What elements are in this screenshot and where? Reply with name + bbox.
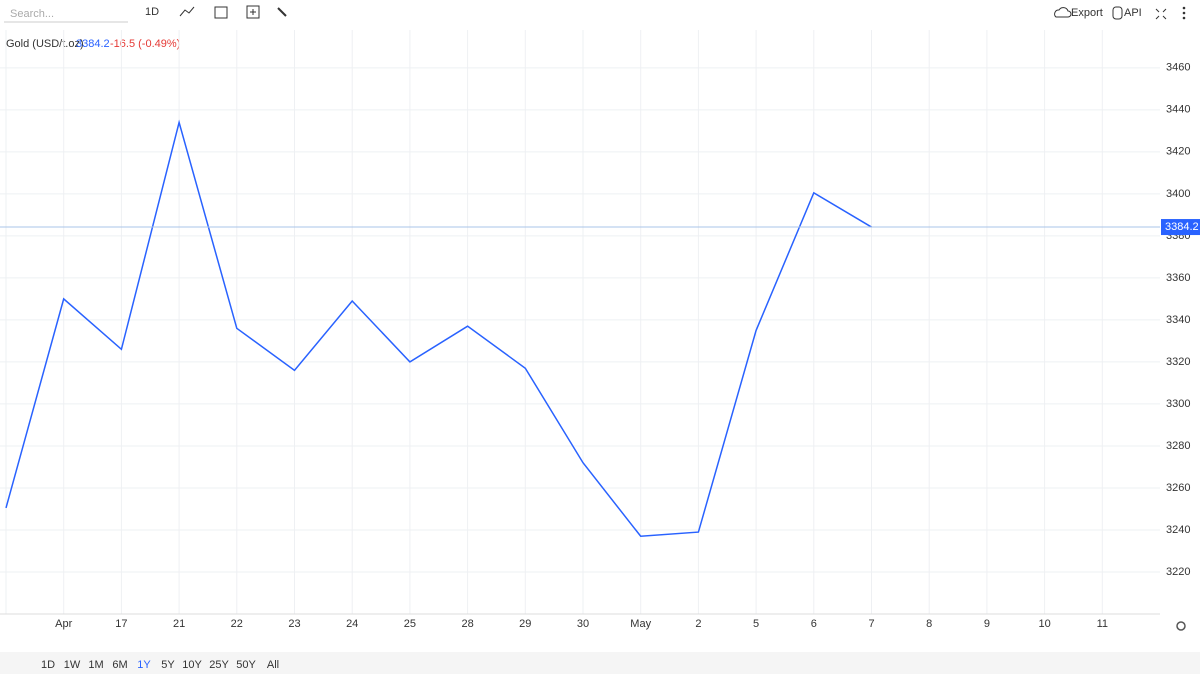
menu-dot[interactable] bbox=[1182, 6, 1186, 10]
fullscreen-icon[interactable] bbox=[1155, 8, 1167, 20]
interval-button[interactable]: 1D bbox=[145, 6, 159, 18]
range-button[interactable]: 6M bbox=[112, 659, 127, 671]
range-button[interactable]: All bbox=[267, 659, 279, 671]
x-tick-label: May bbox=[630, 618, 651, 630]
x-tick-label: 6 bbox=[811, 618, 817, 630]
x-tick-label: 17 bbox=[115, 618, 127, 630]
last-price-box bbox=[1161, 219, 1200, 236]
y-tick-label: 3220 bbox=[1166, 566, 1190, 578]
export-icon[interactable] bbox=[1054, 7, 1072, 18]
chart-settings-icon[interactable] bbox=[1176, 621, 1186, 631]
range-button[interactable]: 25Y bbox=[209, 659, 229, 671]
settings-tool-icon[interactable] bbox=[277, 7, 287, 17]
y-tick-label: 3260 bbox=[1166, 482, 1190, 494]
menu-dot[interactable] bbox=[1182, 16, 1186, 20]
export-button[interactable]: Export bbox=[1071, 7, 1103, 19]
api-icon[interactable] bbox=[1112, 6, 1123, 20]
x-tick-label: 24 bbox=[346, 618, 358, 630]
calendar-icon[interactable] bbox=[214, 6, 228, 19]
y-tick-label: 3240 bbox=[1166, 524, 1190, 536]
y-tick-label: 3420 bbox=[1166, 146, 1190, 158]
api-button[interactable]: API bbox=[1124, 7, 1142, 19]
chart-type-icon[interactable] bbox=[179, 6, 195, 17]
range-button[interactable]: 50Y bbox=[236, 659, 256, 671]
x-tick-label: 22 bbox=[231, 618, 243, 630]
x-tick-label: 9 bbox=[984, 618, 990, 630]
menu-dot[interactable] bbox=[1182, 11, 1186, 15]
x-tick-label: 21 bbox=[173, 618, 185, 630]
last-price: 3384.2 bbox=[76, 38, 110, 50]
y-tick-label: 3360 bbox=[1166, 272, 1190, 284]
x-tick-label: 29 bbox=[519, 618, 531, 630]
x-tick-label: 7 bbox=[868, 618, 874, 630]
search-input[interactable]: Search... bbox=[10, 8, 54, 20]
x-tick-label: 30 bbox=[577, 618, 589, 630]
range-button[interactable]: 1W bbox=[64, 659, 81, 671]
x-tick-label: 5 bbox=[753, 618, 759, 630]
range-button[interactable]: 1M bbox=[88, 659, 103, 671]
range-button[interactable]: 5Y bbox=[161, 659, 175, 671]
x-tick-label: 28 bbox=[461, 618, 473, 630]
x-tick-label: 8 bbox=[926, 618, 932, 630]
y-tick-label: 3340 bbox=[1166, 314, 1190, 326]
price-change: -16.5 (-0.49%) bbox=[110, 38, 180, 50]
range-button[interactable]: 1D bbox=[41, 659, 55, 671]
y-tick-label: 3280 bbox=[1166, 440, 1190, 452]
y-tick-label: 3440 bbox=[1166, 104, 1190, 116]
x-tick-label: 23 bbox=[288, 618, 300, 630]
range-button[interactable]: 10Y bbox=[182, 659, 202, 671]
x-tick-label: 11 bbox=[1097, 618, 1108, 630]
series-name: Gold (USD/t.oz) bbox=[6, 38, 84, 50]
y-tick-label: 3300 bbox=[1166, 398, 1190, 410]
x-tick-label: 2 bbox=[695, 618, 701, 630]
last-price-label: 3384.2 bbox=[1165, 221, 1199, 233]
price-line bbox=[5, 119, 872, 538]
x-tick-label: Apr bbox=[55, 618, 72, 630]
y-tick-label: 3460 bbox=[1166, 62, 1190, 74]
x-tick-label: 25 bbox=[404, 618, 416, 630]
y-tick-label: 3400 bbox=[1166, 188, 1190, 200]
range-button[interactable]: 1Y bbox=[137, 659, 151, 671]
compare-plus bbox=[250, 9, 256, 15]
compare-icon[interactable] bbox=[246, 5, 260, 19]
x-tick-label: 10 bbox=[1038, 618, 1050, 630]
range-bar bbox=[0, 652, 1200, 674]
y-tick-label: 3320 bbox=[1166, 356, 1190, 368]
